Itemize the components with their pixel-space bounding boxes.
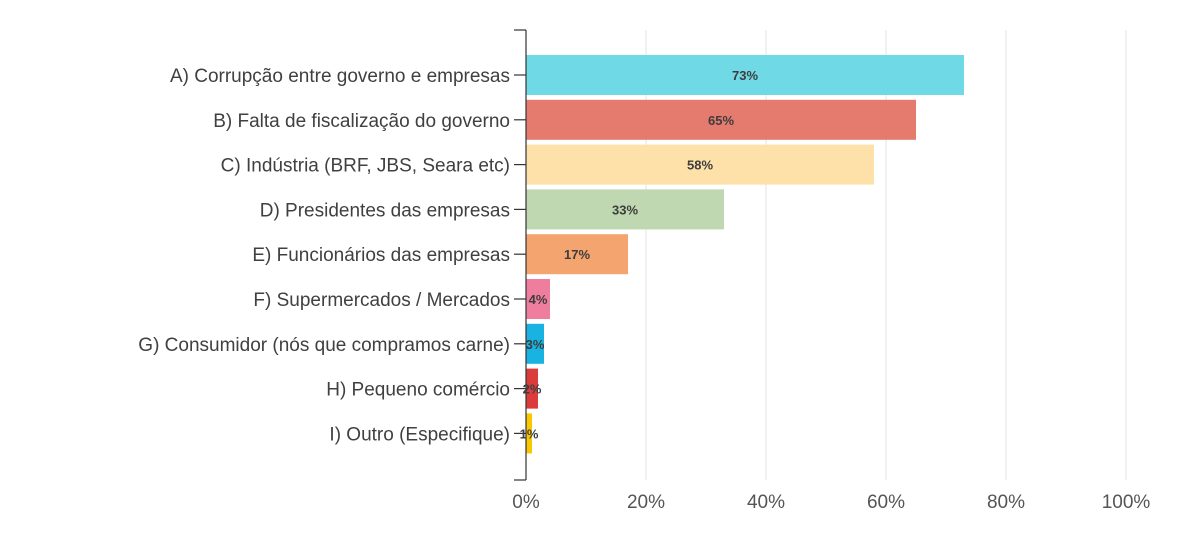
grid-lines — [645, 30, 1127, 480]
bar — [526, 413, 532, 454]
bar — [526, 323, 544, 364]
category-label: B) Falta de fiscalização do governo — [213, 111, 510, 132]
category-label: F) Supermercados / Mercados — [253, 290, 510, 311]
labels: A) Corrupção entre governo e empresas B) … — [138, 66, 1150, 513]
bar — [526, 99, 916, 140]
x-tick-label: 20% — [627, 492, 665, 513]
bar — [526, 279, 550, 319]
bar — [526, 234, 628, 275]
category-label: D) Presidentes das empresas — [260, 200, 510, 221]
axes — [514, 29, 527, 481]
data-label: 2% — [523, 382, 542, 397]
bars — [526, 55, 964, 454]
data-label: 65% — [708, 113, 734, 128]
x-tick-label: 60% — [867, 492, 905, 513]
category-label: G) Consumidor (nós que compramos carne) — [138, 335, 510, 356]
x-tick-label: 40% — [747, 492, 785, 513]
category-label: C) Indústria (BRF, JBS, Seara etc) — [221, 156, 510, 177]
bar — [526, 189, 724, 230]
data-label: 58% — [687, 158, 713, 173]
x-tick-label: 100% — [1102, 492, 1151, 513]
category-label: E) Funcionários das empresas — [252, 245, 510, 266]
x-tick-label: 0% — [512, 492, 540, 513]
data-label: 3% — [526, 337, 545, 352]
bar — [526, 368, 538, 409]
category-label: H) Pequeno comércio — [326, 380, 510, 401]
category-label: A) Corrupção entre governo e empresas — [170, 66, 510, 87]
data-label: 17% — [564, 247, 590, 262]
category-label: I) Outro (Especifique) — [329, 424, 510, 445]
data-label: 73% — [732, 68, 758, 83]
data-label: 4% — [529, 292, 548, 307]
bar — [526, 144, 874, 185]
bar — [526, 55, 964, 95]
data-label: 33% — [612, 202, 638, 217]
data-label: 1% — [520, 426, 539, 441]
x-tick-label: 80% — [987, 492, 1025, 513]
